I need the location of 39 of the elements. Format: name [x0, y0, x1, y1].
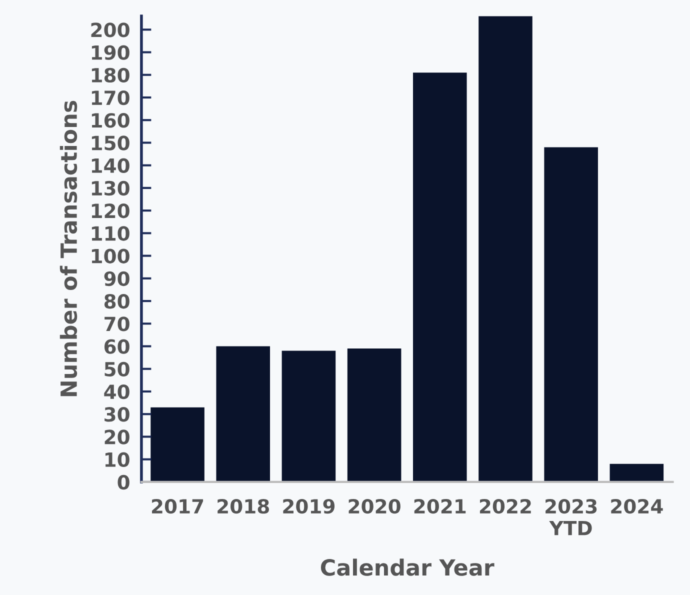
y-tick-label: 30	[104, 407, 130, 422]
bar	[478, 16, 532, 482]
y-tick-label: 90	[104, 271, 130, 286]
x-tick-label: 2020	[348, 498, 400, 514]
y-tick-label: 180	[92, 68, 130, 83]
x-axis-title: Calendar Year	[320, 558, 494, 576]
y-tick-label: 190	[92, 45, 130, 60]
bar	[413, 72, 467, 482]
y-tick-label: 40	[104, 384, 130, 400]
x-tick-label: 2023 YTD	[546, 498, 597, 536]
y-tick-label: 80	[104, 294, 130, 309]
y-tick-label: 170	[92, 90, 130, 106]
bar	[544, 147, 598, 482]
y-tick-label: 130	[92, 180, 130, 196]
y-tick-label: 160	[92, 113, 130, 128]
y-tick-label: 70	[104, 316, 130, 332]
x-tick-label: 2018	[218, 498, 269, 514]
bar	[347, 348, 402, 482]
x-tick-label: 2024	[611, 498, 663, 514]
y-tick-label: 120	[92, 204, 130, 218]
y-tick-label: 110	[92, 226, 130, 241]
y-tick-label: 20	[104, 430, 130, 444]
y-tick-label: 60	[104, 339, 130, 354]
x-tick-label: 2022	[480, 498, 531, 514]
y-axis-title: Number of Transactions	[60, 100, 78, 396]
y-tick-label: 140	[92, 158, 130, 173]
y-tick-label: 0	[118, 474, 130, 490]
y-tick-label: 200	[91, 22, 130, 38]
y-tick-label: 10	[105, 452, 130, 467]
y-tick-label: 150	[92, 136, 130, 150]
bar	[282, 350, 336, 482]
y-tick-label: 50	[104, 362, 130, 377]
bar	[216, 346, 270, 482]
x-tick-label: 2021	[414, 498, 466, 514]
x-tick-label: 2017	[152, 498, 204, 514]
x-tick-label: 2019	[283, 498, 335, 514]
bar	[610, 464, 664, 482]
bar	[150, 407, 204, 482]
y-tick-label: 100	[92, 248, 130, 264]
